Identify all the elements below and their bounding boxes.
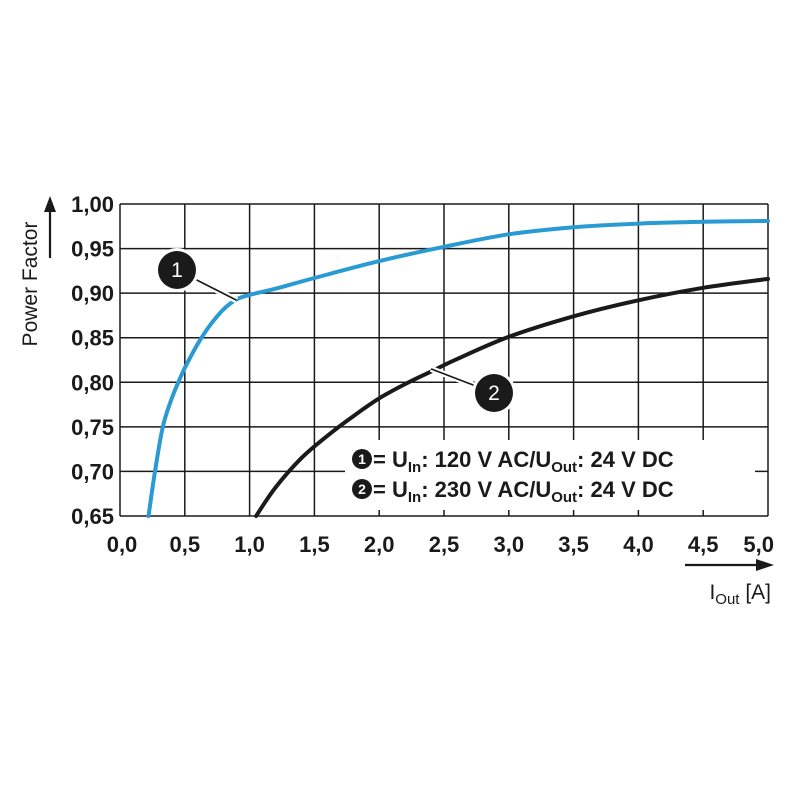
y-tick-label: 0,90 bbox=[71, 281, 114, 306]
callouts: 12 bbox=[155, 248, 516, 415]
legend-text-suffix: : 24 V DC bbox=[577, 447, 674, 472]
legend-badge-label: 1 bbox=[358, 451, 366, 467]
legend-text-subscript: In bbox=[408, 459, 421, 476]
callout-badge-2 bbox=[475, 374, 513, 412]
legend-text-middle: : 230 V AC/U bbox=[421, 477, 551, 502]
legend-badge-2 bbox=[352, 479, 372, 499]
y-tick-label: 0,80 bbox=[71, 370, 114, 395]
x-axis-title-symbol: I bbox=[709, 581, 715, 604]
legend: 1 = UIn: 120 V AC/UOut: 24 V DC2 = UIn: … bbox=[345, 440, 755, 510]
series-line-1 bbox=[146, 218, 770, 518]
y-tick-label: 0,95 bbox=[71, 237, 114, 262]
legend-text-prefix: = U bbox=[373, 477, 408, 502]
x-tick-label: 2,0 bbox=[364, 532, 395, 557]
x-tick-label: 0,5 bbox=[170, 532, 201, 557]
x-axis-arrow-head bbox=[756, 559, 774, 571]
x-tick-label: 1,5 bbox=[299, 532, 330, 557]
x-axis-title-unit: [A] bbox=[739, 581, 771, 604]
x-tick-label: 3,0 bbox=[494, 532, 525, 557]
callout-badge-label: 1 bbox=[171, 259, 183, 282]
x-tick-label: 0,0 bbox=[107, 532, 138, 557]
legend-text-prefix: = U bbox=[373, 447, 408, 472]
x-tick-label: 2,5 bbox=[429, 532, 460, 557]
legend-background bbox=[345, 440, 755, 510]
y-tick-label: 0,75 bbox=[71, 415, 114, 440]
legend-entry-1: = UIn: 120 V AC/UOut: 24 V DC bbox=[373, 447, 674, 476]
y-tick-label: 1,00 bbox=[71, 192, 114, 217]
series-line-2 bbox=[254, 276, 770, 518]
axes: 0,0 0,5 1,0 1,5 2,0 2,5 3,0 3,5 4,0 4,5 5,0 1,00 0,9… bbox=[19, 192, 774, 608]
legend-text-subscript: In bbox=[408, 489, 421, 506]
callout-badge-label: 2 bbox=[488, 382, 500, 405]
x-tick-label: 4,0 bbox=[623, 532, 654, 557]
x-tick-label: 1,0 bbox=[234, 532, 265, 557]
y-tick-label: 0,70 bbox=[71, 459, 114, 484]
y-tick-label: 0,85 bbox=[71, 326, 114, 351]
legend-badge-1 bbox=[352, 449, 372, 469]
y-axis-arrow-head bbox=[44, 196, 56, 212]
x-axis-title-subscript: Out bbox=[715, 591, 740, 608]
callout-badge-1 bbox=[158, 251, 196, 289]
x-tick-label: 5,0 bbox=[743, 532, 774, 557]
legend-text-subscript: Out bbox=[551, 489, 577, 506]
legend-text-middle: : 120 V AC/U bbox=[421, 447, 551, 472]
legend-text-suffix: : 24 V DC bbox=[577, 477, 674, 502]
series-lines bbox=[146, 218, 770, 518]
x-axis-title: IOut [A] bbox=[709, 581, 771, 608]
x-tick-label: 4,5 bbox=[688, 532, 719, 557]
legend-entry-2: = UIn: 230 V AC/UOut: 24 V DC bbox=[373, 477, 674, 506]
legend-text-subscript: Out bbox=[551, 459, 577, 476]
y-tick-label: 0,65 bbox=[71, 504, 114, 529]
y-axis-title: Power Factor bbox=[19, 222, 42, 347]
legend-badge-label: 2 bbox=[358, 481, 366, 497]
x-tick-label: 3,5 bbox=[558, 532, 589, 557]
